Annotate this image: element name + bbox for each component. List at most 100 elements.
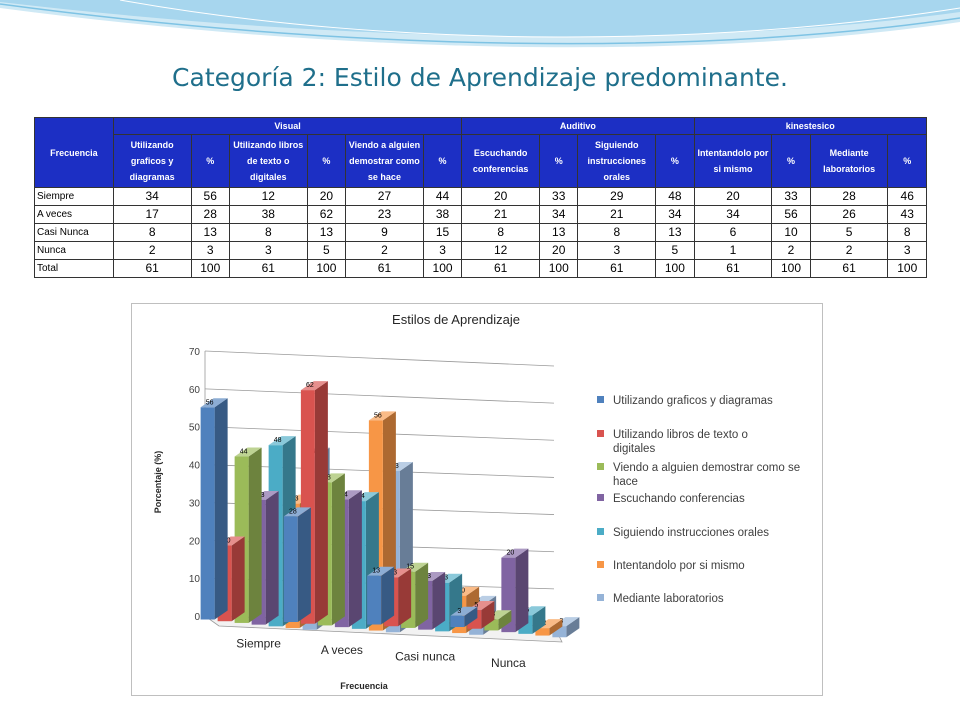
legend-label: Intentandolo por si mismo (613, 560, 745, 572)
bar-side (297, 507, 311, 623)
bar (484, 619, 499, 631)
table-cell: 12 (228, 187, 308, 206)
table-cell: 33 (771, 187, 811, 206)
table-cell: 100 (655, 259, 695, 278)
table-cell: 56 (190, 187, 230, 206)
table-cell: 20 (306, 187, 347, 206)
table-cell: 5 (306, 241, 347, 260)
category-label: A veces (321, 643, 363, 657)
bar-top (300, 381, 328, 391)
legend-swatch (597, 494, 604, 501)
table-cell: 2 (112, 241, 192, 260)
row-label: Total (34, 259, 114, 278)
legend-label: Viendo a alguien demostrar como se (613, 462, 800, 474)
table-cell: 34 (693, 205, 773, 224)
legend-label: Utilizando libros de texto o (613, 429, 748, 441)
table-cell: 61 (461, 259, 541, 278)
bar-top (367, 566, 395, 576)
bar-side (464, 606, 478, 628)
bar (552, 626, 567, 638)
bar-data-label: 5 (474, 602, 478, 609)
row-label: A veces (34, 205, 114, 224)
chart-frame: 01020304050607046334833442056Siempre4356… (131, 303, 823, 696)
table-cell: 38 (422, 205, 463, 224)
table-cell: 20 (461, 187, 541, 206)
gridline (204, 350, 555, 367)
slide-title: Categoría 2: Estilo de Aprendizaje predo… (172, 63, 788, 92)
table-cell: 3 (190, 241, 230, 260)
bar-side (265, 490, 279, 625)
bar-data-label: 20 (506, 550, 514, 557)
bar-side (214, 398, 228, 620)
table-cell: 3 (577, 241, 657, 260)
bar-top (501, 548, 529, 558)
table-cell: 2 (809, 241, 889, 260)
table-cell: 3 (228, 241, 308, 260)
table-cell: 23 (345, 205, 424, 224)
table-cell: 8 (112, 223, 192, 242)
bar-top (268, 436, 296, 446)
legend-label: Mediante laboratorios (613, 593, 724, 605)
group-header-auditivo: Auditivo (461, 117, 695, 135)
table-cell: 21 (577, 205, 657, 224)
table-cell: 13 (306, 223, 347, 242)
y-tick-label: 70 (189, 347, 201, 358)
frequency-table: Frecuencia Visual Auditivo kinestesico U… (34, 117, 928, 278)
table-cell: 61 (345, 259, 424, 278)
header-swoosh (0, 0, 960, 48)
table-cell: 61 (809, 259, 889, 278)
table-cell: 3 (422, 241, 463, 260)
table-cell: 33 (539, 187, 579, 206)
bar-data-label: 13 (372, 568, 380, 575)
bar-side (415, 562, 429, 628)
y-tick-label: 20 (189, 536, 201, 547)
bar (200, 407, 215, 620)
table-cell: 26 (809, 205, 889, 224)
table-cell: 20 (693, 187, 773, 206)
table-cell: 8 (228, 223, 308, 242)
group-header-kinestesico: kinestesico (693, 117, 928, 135)
bar-side (381, 566, 395, 625)
table-cell: 13 (655, 223, 695, 242)
bar-side (314, 381, 328, 624)
table-cell: 9 (345, 223, 424, 242)
bar-top (283, 507, 311, 517)
bar-top (234, 447, 262, 457)
y-tick-label: 0 (194, 612, 200, 623)
table-cell: 48 (655, 187, 695, 206)
table-cell: 8 (887, 223, 927, 242)
table-cell: 5 (655, 241, 695, 260)
bar-data-label: 62 (306, 382, 314, 389)
table-cell: 34 (655, 205, 695, 224)
bar-side (566, 617, 580, 638)
bar-data-label: 56 (206, 399, 214, 406)
legend-label: Utilizando graficos y diagramas (613, 395, 773, 407)
bar-chart: 01020304050607046334833442056Siempre4356… (153, 312, 800, 691)
bar-side (549, 619, 563, 636)
bar (535, 628, 550, 636)
table-cell: 61 (693, 259, 773, 278)
column-header: Utilizando libros de texto o digitales (228, 134, 308, 188)
row-label: Nunca (34, 241, 114, 260)
row-label: Casi Nunca (34, 223, 114, 242)
table-cell: 100 (887, 259, 927, 278)
group-header-visual: Visual (112, 117, 463, 135)
table-cell: 34 (112, 187, 192, 206)
legend-swatch (597, 463, 604, 470)
legend-swatch (597, 594, 604, 601)
table-cell: 3 (887, 241, 927, 260)
table-cell: 12 (461, 241, 541, 260)
table-cell: 38 (228, 205, 308, 224)
y-tick-label: 40 (189, 461, 201, 472)
bar-side (398, 568, 412, 627)
table-corner-header: Frecuencia (34, 117, 114, 188)
bar-data-label: 56 (374, 412, 382, 419)
legend-label: Escuchando conferencias (613, 493, 745, 505)
bar-side (532, 606, 546, 634)
table-cell: 13 (539, 223, 579, 242)
x-axis-title: Frecuencia (340, 681, 389, 691)
bar-data-label: 48 (274, 437, 282, 444)
column-header: Mediante laboratorios (809, 134, 889, 188)
legend-swatch (597, 430, 604, 437)
table-cell: 61 (228, 259, 308, 278)
